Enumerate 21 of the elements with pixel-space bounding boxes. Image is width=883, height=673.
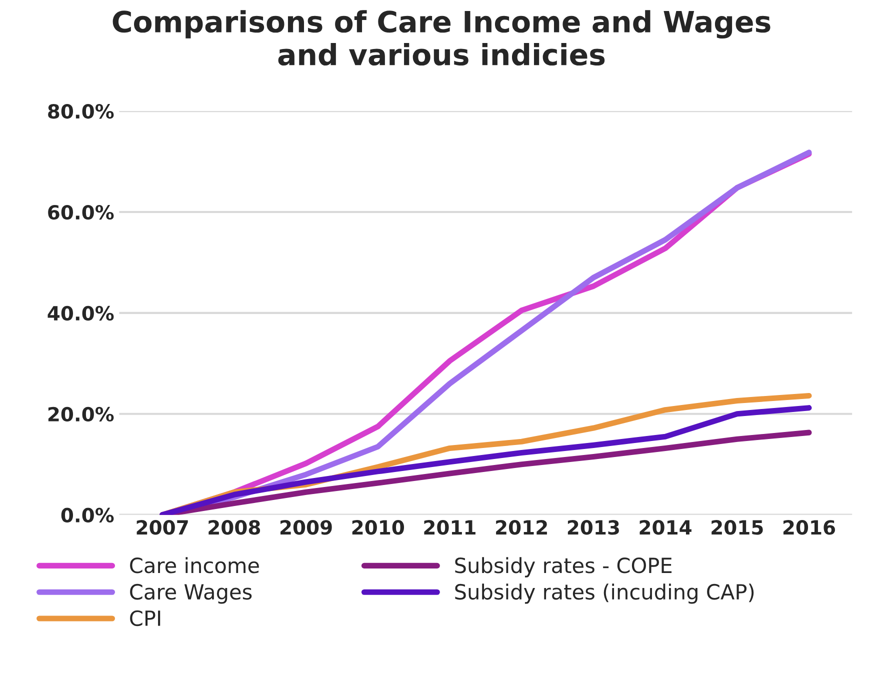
x-tick-label: 2011 <box>424 520 476 535</box>
x-tick-label: 2016 <box>783 520 835 535</box>
legend-label: Care income <box>130 557 259 574</box>
x-tick-label: 2015 <box>712 520 763 535</box>
x-tick-label: 2008 <box>208 520 260 535</box>
y-tick-label: 0.0% <box>61 508 114 523</box>
x-tick-label: 2013 <box>568 520 619 535</box>
y-tick-label: 40.0% <box>48 306 114 321</box>
legend-label: Subsidy rates (incuding CAP) <box>455 584 754 604</box>
legend-label: Subsidy rates - COPE <box>455 557 672 578</box>
x-tick-label: 2010 <box>352 520 404 535</box>
y-tick-label: 60.0% <box>48 204 114 220</box>
y-tick-label: 80.0% <box>48 104 114 119</box>
y-tick-label: 20.0% <box>48 406 114 422</box>
x-tick-label: 2009 <box>280 520 332 535</box>
x-tick-label: 2014 <box>640 520 692 535</box>
x-tick-label: 2007 <box>136 520 188 535</box>
legend-label: Care Wages <box>130 584 252 604</box>
legend-label: CPI <box>130 610 160 626</box>
chart-title: Comparisons of Care Income and Wages and various indicies <box>112 10 770 66</box>
x-tick-label: 2012 <box>496 520 547 535</box>
